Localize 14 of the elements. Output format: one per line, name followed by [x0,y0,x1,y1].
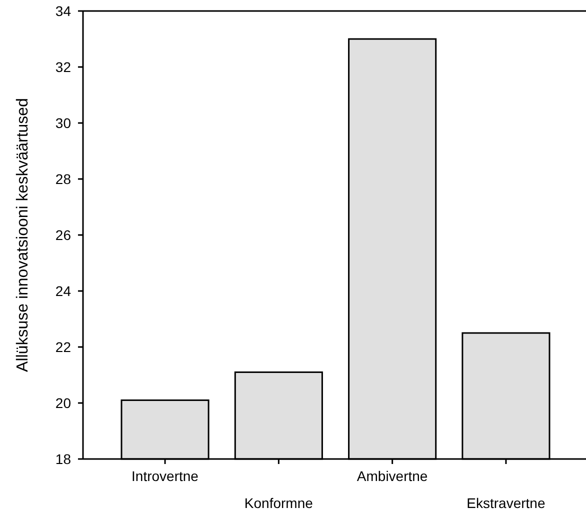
y-tick-label: 18 [55,450,72,467]
y-tick-label: 28 [55,170,72,187]
y-tick-label: 20 [55,394,72,411]
x-tick-label: Ambivertne [356,468,428,484]
x-tick-label: Ekstravertne [466,494,546,511]
y-tick-label: 34 [55,2,72,19]
x-tick-label: Introvertne [132,468,199,484]
y-tick-label: 32 [55,58,72,75]
y-tick-label: 30 [55,114,72,131]
x-tick-label: Konformne [244,494,314,511]
y-tick-label: 22 [55,338,72,355]
y-tick-label: 24 [55,282,72,299]
y-tick-label: 26 [55,226,72,243]
y-axis-title: Allüksuse innovatsiooni keskväärtused [14,98,32,372]
